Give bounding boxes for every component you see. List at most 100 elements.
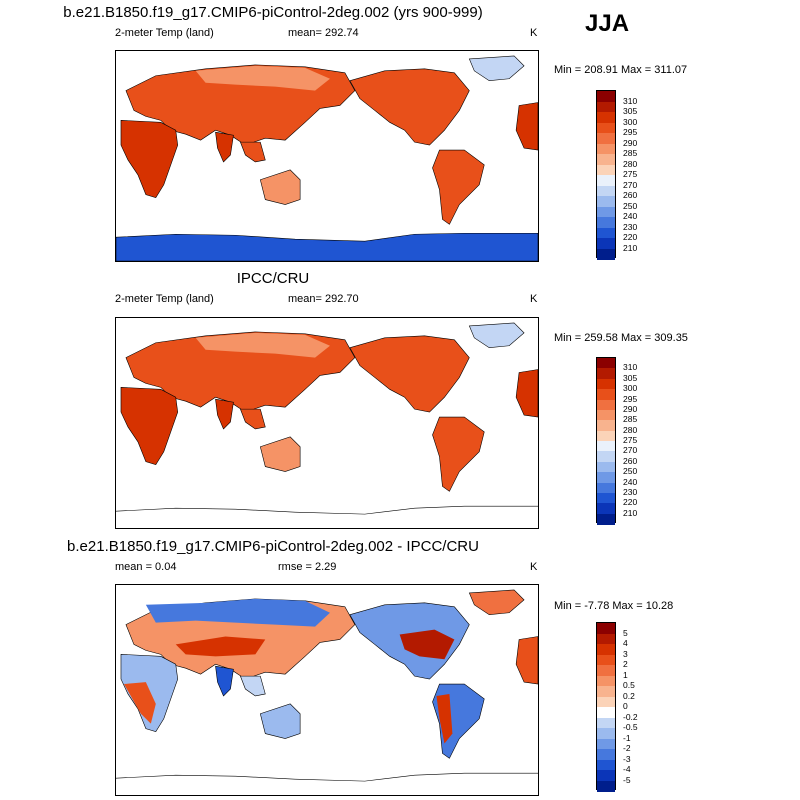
- colorbar-tick-label: 250: [623, 200, 638, 211]
- variable-label: 2-meter Temp (land): [115, 293, 214, 305]
- land-seasia: [239, 141, 266, 163]
- colorbar-tick-label: 305: [623, 372, 638, 383]
- colorbar-swatches: [596, 90, 616, 260]
- mean-label: mean = 0.04: [115, 561, 177, 573]
- colorbar-tick-label: 5: [623, 627, 628, 638]
- colorbar-swatch: [597, 217, 615, 228]
- colorbar-swatch: [597, 686, 615, 697]
- colorbar-swatch: [597, 101, 615, 113]
- map-canvas: [116, 322, 538, 515]
- colorbar-swatch: [597, 654, 615, 666]
- land-south-america: [432, 149, 485, 225]
- colorbar-tick-label: 0.2: [623, 690, 635, 701]
- colorbar-tick-label: 300: [623, 116, 638, 127]
- colorbar-tick-label: 4: [623, 638, 628, 648]
- panel-title: b.e21.B1850.f19_g17.CMIP6-piControl-2deg…: [67, 538, 479, 555]
- land-africa: [120, 120, 179, 198]
- colorbar-tick-label: 210: [623, 242, 638, 253]
- colorbar-tick-label: 285: [623, 414, 638, 425]
- units-label: K: [530, 561, 538, 573]
- colorbar-tick-label: 2: [623, 659, 628, 669]
- colorbar-tick-label: 0: [623, 701, 628, 711]
- colorbar-swatch: [597, 492, 615, 504]
- land-north-america: [349, 335, 470, 413]
- colorbar-tick-label: 290: [623, 403, 638, 414]
- colorbar-tick-label: -5: [623, 774, 631, 785]
- land-africa-east-edge: [515, 636, 538, 685]
- land-na-warm: [399, 629, 455, 660]
- colorbar-swatch: [597, 441, 615, 452]
- colorbar-swatch: [597, 749, 615, 760]
- rmse-label: rmse = 2.29: [278, 561, 337, 573]
- colorbar-tick-label: 0.5: [623, 680, 635, 690]
- land-seasia: [239, 675, 266, 697]
- colorbar-swatch: [597, 399, 615, 411]
- colorbar-tick-label: 250: [623, 466, 638, 477]
- colorbar-tick-label: 220: [623, 232, 638, 242]
- colorbar-tick-label: 295: [623, 127, 638, 137]
- minmax-label: Min = -7.78 Max = 10.28: [554, 600, 674, 612]
- colorbar-tick-label: 230: [623, 221, 638, 232]
- colorbar-swatch: [597, 206, 615, 218]
- colorbar-swatches: [596, 622, 616, 792]
- map-plot: [115, 584, 539, 796]
- colorbar-swatch: [597, 378, 615, 390]
- colorbar-swatch: [597, 644, 615, 655]
- land-antarctica-outline: [116, 772, 538, 782]
- colorbar-tick-label: 305: [623, 106, 638, 116]
- colorbar-tick-label: 260: [623, 190, 638, 200]
- colorbar-tick-label: -0.2: [623, 711, 638, 722]
- colorbar-tick-label: -1: [623, 732, 631, 743]
- colorbar-swatch: [597, 154, 615, 165]
- colorbar-swatch: [597, 623, 615, 634]
- colorbar-tick-label: 270: [623, 179, 638, 190]
- colorbar-tick-label: 285: [623, 148, 638, 158]
- colorbar-swatch: [597, 227, 615, 239]
- colorbar-swatch: [597, 707, 615, 718]
- colorbar-swatch: [597, 185, 615, 197]
- land-siberia-cool: [195, 332, 330, 358]
- map-plot: [115, 317, 539, 529]
- colorbar-swatch: [597, 675, 615, 687]
- colorbar-tick-label: 310: [623, 95, 638, 106]
- panel-title: IPCC/CRU: [236, 270, 310, 287]
- units-label: K: [530, 27, 538, 39]
- land-africa: [120, 387, 179, 465]
- map-plot: [115, 50, 539, 262]
- colorbar-tick-label: 275: [623, 169, 638, 179]
- colorbar-tick-label: -3: [623, 753, 631, 764]
- colorbar-tick-label: -2: [623, 743, 631, 753]
- colorbar-swatch: [597, 91, 615, 102]
- colorbar-swatch: [597, 717, 615, 729]
- minmax-label: Min = 259.58 Max = 309.35: [554, 332, 688, 344]
- colorbar-tick-label: 310: [623, 362, 638, 373]
- colorbar-swatch: [597, 513, 615, 525]
- colorbar-tick-label: 260: [623, 455, 638, 466]
- colorbar-tick-label: 275: [623, 435, 638, 445]
- units-label: K: [530, 293, 538, 305]
- land-south-america: [432, 416, 485, 492]
- land-greenland: [468, 55, 525, 82]
- colorbar-swatch: [597, 175, 615, 186]
- land-india: [215, 131, 234, 163]
- land-greenland: [468, 322, 525, 349]
- land-siberia-cool: [145, 598, 330, 627]
- colorbar-swatch: [597, 389, 615, 400]
- season-label: JJA: [585, 10, 630, 37]
- colorbar-tick-label: 240: [623, 211, 638, 221]
- colorbar-tick-label: 230: [623, 486, 638, 497]
- colorbar-swatch: [597, 430, 615, 442]
- colorbar-swatch: [597, 461, 615, 473]
- colorbar-tick-label: 270: [623, 445, 638, 456]
- land-siberia-cool: [195, 65, 330, 91]
- land-antarctica: [116, 232, 538, 261]
- colorbar-swatch: [597, 143, 615, 155]
- variable-label: 2-meter Temp (land): [115, 27, 214, 39]
- mean-label: mean= 292.74: [288, 27, 359, 39]
- colorbar-swatch: [597, 665, 615, 676]
- colorbar-swatch: [597, 133, 615, 144]
- colorbar-tick-label: 3: [623, 648, 628, 659]
- panel-title: b.e21.B1850.f19_g17.CMIP6-piControl-2deg…: [63, 4, 483, 21]
- colorbar-swatch: [597, 248, 615, 260]
- colorbar-swatch: [597, 164, 615, 176]
